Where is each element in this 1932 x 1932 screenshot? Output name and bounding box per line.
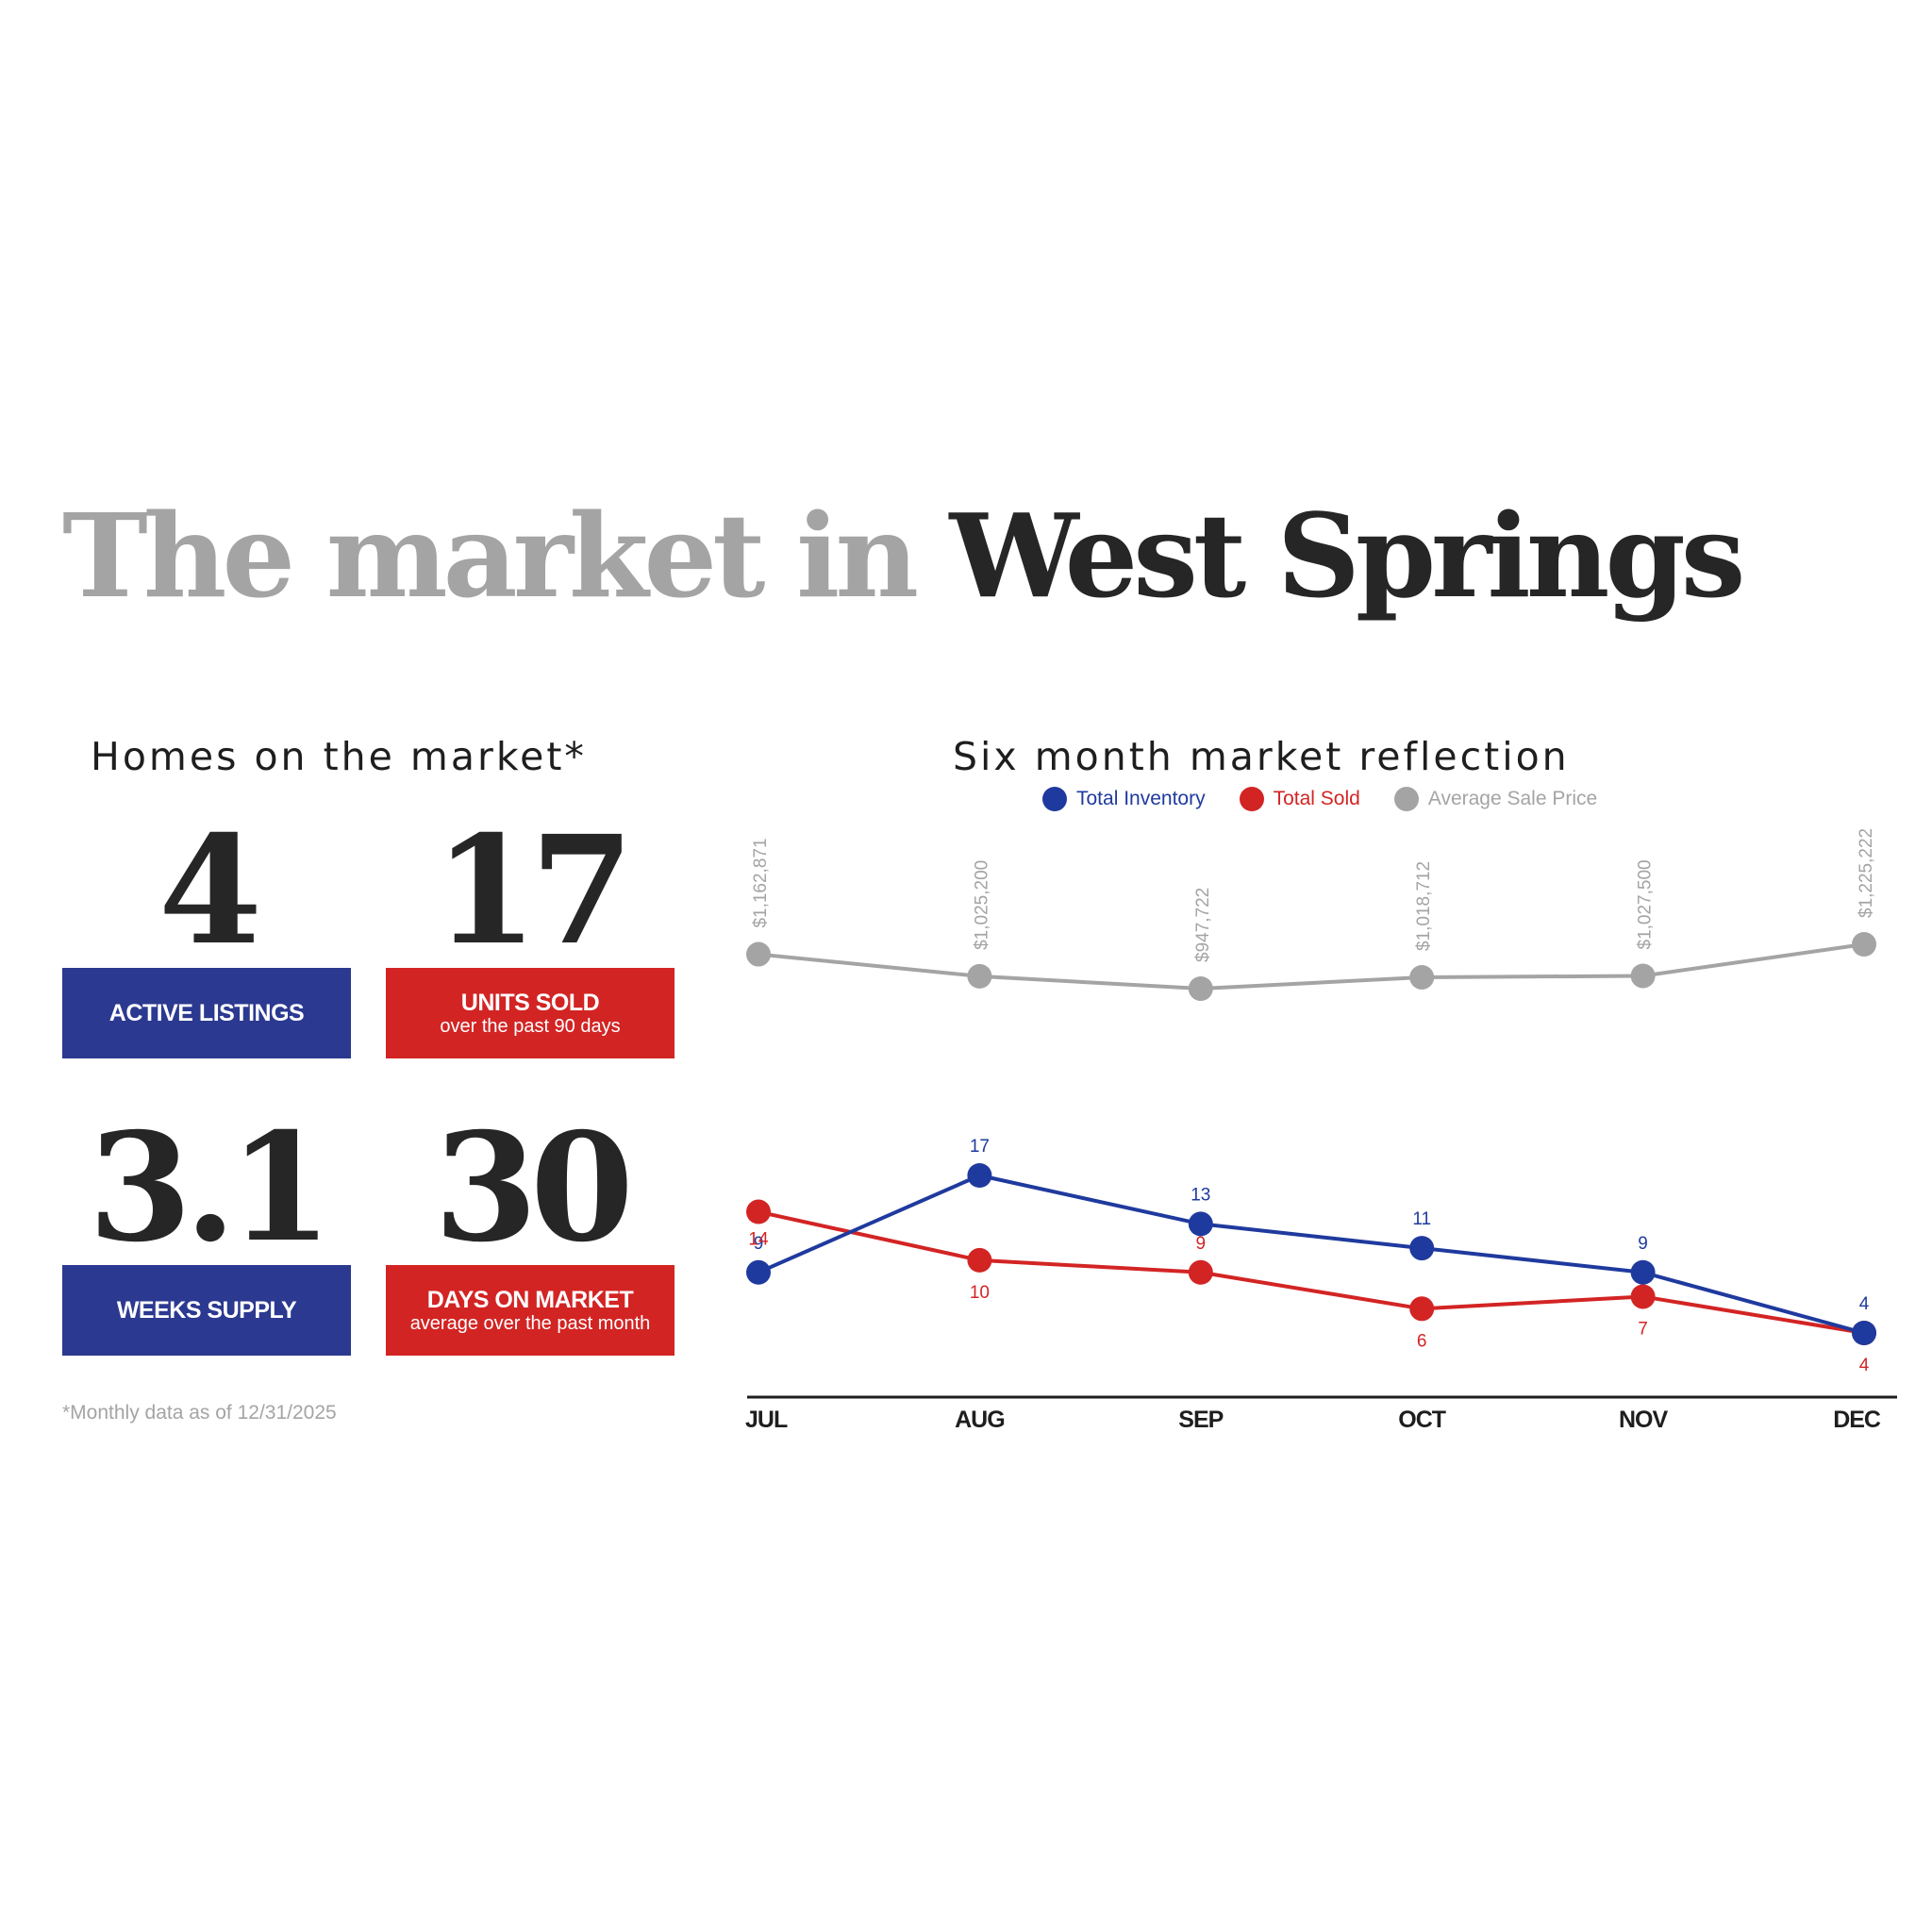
total-inventory-point [1852, 1321, 1876, 1345]
total-sold-point [967, 1247, 992, 1273]
total-inventory-point [967, 1163, 992, 1188]
price-point [746, 941, 771, 967]
legend-label: Total Sold [1273, 788, 1360, 809]
total-inventory-point [746, 1259, 771, 1285]
stat-label-box: UNITS SOLD over the past 90 days [386, 968, 675, 1058]
total-inventory-data-label: 4 [1859, 1294, 1870, 1314]
total-inventory-line [758, 1174, 1865, 1335]
price-point [1188, 976, 1213, 1001]
legend-item-total-inventory: Total Inventory [1042, 787, 1206, 811]
x-tick-label: DEC [1833, 1407, 1881, 1433]
stats-heading: Homes on the market* [91, 734, 587, 779]
stat-units-sold: 17 UNITS SOLD over the past 90 days [386, 804, 675, 1058]
stat-label-box: ACTIVE LISTINGS [62, 968, 351, 1058]
price-data-label: $1,018,712 [1414, 861, 1434, 951]
total-sold-data-label: 4 [1859, 1356, 1870, 1375]
total-sold-point [746, 1199, 771, 1224]
stat-weeks-supply: 3.1 WEEKS SUPPLY [62, 1101, 351, 1356]
x-tick-label: SEP [1178, 1407, 1223, 1433]
total-sold-point [1409, 1296, 1435, 1322]
x-tick-label: AUG [955, 1407, 1005, 1433]
stat-value: 3.1 [88, 1101, 333, 1275]
total-sold-data-label: 10 [970, 1283, 990, 1303]
x-tick-label: OCT [1398, 1407, 1446, 1433]
total-inventory-data-label: 9 [1638, 1234, 1648, 1254]
stat-sublabel: average over the past month [409, 1313, 651, 1334]
legend-label: Average Sale Price [1427, 788, 1598, 809]
total-sold-point [1630, 1284, 1656, 1309]
total-inventory-point [1188, 1211, 1213, 1237]
stat-days-on-market: 30 DAYS ON MARKET average over the past … [386, 1101, 675, 1356]
price-data-label: $1,225,222 [1857, 828, 1876, 918]
total-inventory-point [1630, 1259, 1656, 1285]
title-prefix: The market in [62, 488, 919, 624]
chart-legend: Total Inventory Total Sold Average Sale … [1042, 787, 1597, 811]
stat-sublabel: over the past 90 days [440, 1016, 621, 1037]
page-title: The market in West Springs [62, 498, 1745, 613]
total-sold-data-label: 7 [1638, 1319, 1648, 1339]
price-point [967, 963, 992, 989]
total-inventory-point [1409, 1236, 1435, 1261]
x-tick-label: JUL [745, 1407, 788, 1433]
stat-active-listings: 4 ACTIVE LISTINGS [62, 804, 351, 1058]
footnote: *Monthly data as of 12/31/2025 [62, 1402, 337, 1424]
total-sold-data-label: 6 [1417, 1331, 1427, 1351]
legend-item-total-sold: Total Sold [1239, 787, 1360, 811]
total-sold-line [758, 1209, 1865, 1335]
total-inventory-data-label: 17 [970, 1137, 990, 1157]
stat-label: UNITS SOLD [460, 990, 600, 1016]
price-data-label: $1,025,200 [972, 860, 991, 950]
price-data-label: $947,722 [1193, 888, 1213, 962]
legend-swatch [1042, 787, 1067, 811]
stat-value: 17 [434, 804, 634, 978]
stat-label: ACTIVE LISTINGS [108, 1000, 305, 1026]
legend-swatch [1393, 787, 1419, 811]
stat-value: 4 [158, 804, 262, 978]
stat-value: 30 [434, 1101, 634, 1275]
total-sold-point [1188, 1259, 1213, 1285]
total-inventory-data-label: 9 [754, 1234, 764, 1254]
x-tick-label: NOV [1619, 1407, 1669, 1433]
total-sold-data-label: 14 [748, 1230, 769, 1250]
price-data-label: $1,027,500 [1636, 859, 1656, 949]
legend-swatch [1239, 787, 1264, 811]
total-inventory-data-label: 13 [1191, 1185, 1210, 1205]
price-line [758, 942, 1865, 991]
stat-label-box: DAYS ON MARKET average over the past mon… [386, 1265, 675, 1356]
stat-label: DAYS ON MARKET [426, 1287, 634, 1313]
total-sold-data-label: 9 [1196, 1234, 1207, 1254]
legend-item-average-sale-price: Average Sale Price [1393, 787, 1598, 811]
legend-label: Total Inventory [1076, 788, 1206, 809]
price-point [1852, 932, 1876, 957]
price-point [1630, 963, 1656, 989]
stat-label-box: WEEKS SUPPLY [62, 1265, 351, 1356]
stat-label: WEEKS SUPPLY [116, 1297, 297, 1324]
price-data-label: $1,162,871 [751, 838, 771, 927]
total-inventory-data-label: 11 [1412, 1209, 1431, 1229]
chart-title: Six month market reflection [953, 734, 1570, 779]
title-location: West Springs [949, 488, 1746, 624]
price-point [1409, 964, 1435, 990]
